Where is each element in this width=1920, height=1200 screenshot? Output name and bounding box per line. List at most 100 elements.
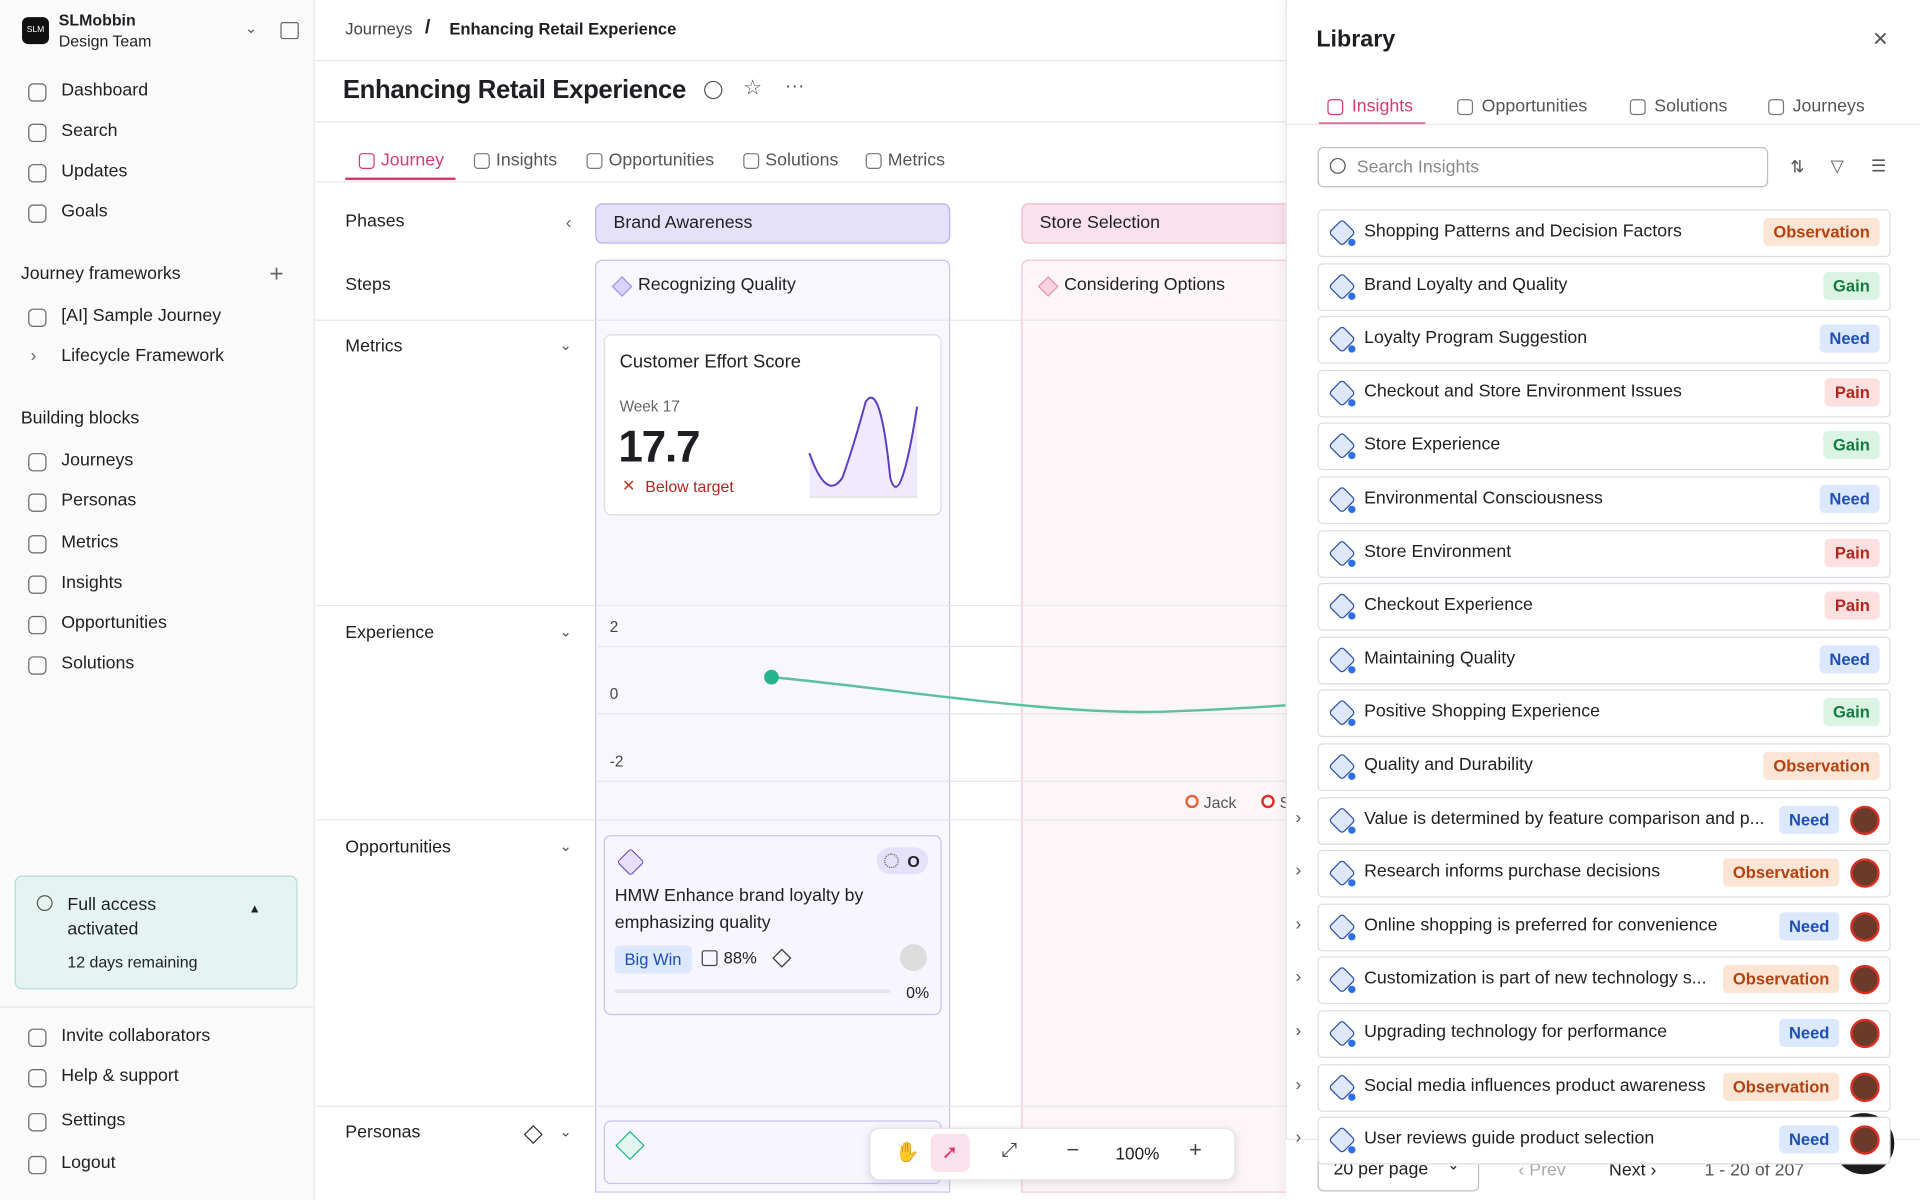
row-label: Metrics [345,336,403,357]
add-framework[interactable]: + [269,260,284,288]
expand-row[interactable]: › [1295,1073,1302,1093]
tab[interactable]: Metrics [887,150,945,171]
expand-row[interactable]: › [1295,806,1302,827]
expand-row[interactable]: › [1295,966,1302,987]
insight-row[interactable] [1317,583,1891,631]
insight-title: Upgrading technology for performance [1364,1022,1668,1043]
fit-tool[interactable]: ⤢ [1001,1140,1018,1161]
phase-box[interactable] [1021,203,1306,244]
tab[interactable]: Opportunities [608,150,715,171]
block-item[interactable]: Solutions [61,653,135,674]
insight-row[interactable] [1317,369,1891,418]
icon [28,575,47,594]
row-divider [314,604,1286,607]
search-box[interactable] [1317,146,1769,188]
library-tab[interactable]: Journeys [1792,96,1865,117]
block-item[interactable]: Metrics [61,532,119,553]
expand-row[interactable]: › [1295,1020,1302,1040]
library-tab[interactable]: Solutions [1654,96,1728,117]
access-toggle[interactable]: ▲ [248,902,261,916]
avatar [1850,965,1880,995]
footer-item[interactable]: Help & support [61,1066,179,1087]
insight-row[interactable] [1317,903,1891,952]
block-item[interactable]: Personas [61,491,137,511]
library-tab[interactable]: Opportunities [1481,96,1588,117]
insight-row[interactable] [1317,956,1891,1005]
insight-title: Customization is part of new technology … [1364,969,1707,989]
phase-label: Store Selection [1039,213,1161,233]
insight-row[interactable] [1317,689,1891,738]
expand-row[interactable]: › [1295,1126,1302,1147]
filter-button[interactable]: ▽ [1830,155,1844,176]
insight-row[interactable] [1317,636,1891,685]
nav-item[interactable]: Dashboard [61,80,149,101]
pagination-range: 1 - 20 of 207 [1704,1160,1805,1181]
hand-tool[interactable]: ✋ [895,1142,920,1164]
row-toggle[interactable]: ⌄ [559,837,572,855]
footer-item[interactable]: Settings [61,1110,126,1131]
close-library[interactable]: ✕ [1872,29,1889,51]
insight-title: Online shopping is preferred for conveni… [1364,915,1718,936]
zoom-level: 100% [1115,1143,1160,1164]
expand-row[interactable]: › [1295,913,1302,933]
tab-indicator [345,177,456,181]
insight-dot [1348,826,1356,834]
block-item[interactable]: Journeys [61,450,134,471]
expand-row[interactable]: › [1295,859,1302,880]
tab[interactable]: Journey [380,150,444,171]
nav-item[interactable]: Search [61,121,118,141]
phase-label: Brand Awareness [613,213,753,233]
insight-row[interactable] [1317,1010,1891,1058]
more-button[interactable]: ··· [784,75,805,97]
insight-row[interactable] [1317,316,1891,364]
tab[interactable]: Solutions [765,150,839,171]
tab[interactable]: Insights [495,150,558,171]
info-button[interactable] [704,80,723,100]
prev-button[interactable]: ‹ Prev [1518,1160,1566,1181]
zoom-in[interactable]: + [1188,1137,1202,1163]
insight-type: Pain [1825,591,1880,620]
footer-item[interactable]: Invite collaborators [61,1026,211,1046]
insight-dot [1348,238,1356,247]
collapse-phases[interactable]: ‹ [565,211,572,232]
select-tool[interactable] [930,1133,970,1172]
block-item[interactable]: Opportunities [61,613,167,634]
experience-point[interactable] [764,669,779,685]
collapse-sidebar[interactable] [280,22,299,40]
nav-item[interactable]: Goals [61,202,108,222]
framework-item[interactable]: Lifecycle Framework [61,346,225,367]
row-toggle[interactable]: ⌄ [559,1122,572,1141]
insight-type: Need [1779,1125,1840,1154]
workspace-name[interactable]: SLMobbin [58,11,136,30]
insight-type: Pain [1825,538,1880,567]
row-toggle[interactable]: ⌄ [559,336,572,354]
experience-chart: 2 0 -2 [595,619,1286,782]
icon [28,308,47,327]
library-tab[interactable]: Insights [1351,96,1414,117]
nav-item[interactable]: Updates [61,161,128,182]
star-button[interactable]: ☆ [743,75,762,100]
next-button[interactable]: Next › [1608,1160,1657,1181]
row-toggle[interactable]: ⌄ [559,623,572,641]
framework-item[interactable]: [AI] Sample Journey [61,306,222,326]
icon [28,83,47,102]
icon [28,1068,47,1088]
next-label: Next [1608,1160,1646,1181]
access-title: Full access activated [67,895,157,940]
icon [28,453,47,472]
block-item[interactable]: Insights [61,573,123,593]
footer-item[interactable]: Logout [61,1153,116,1174]
insight-row[interactable] [1317,529,1891,578]
breadcrumb-parent[interactable]: Journeys [345,19,413,38]
insight-row[interactable] [1317,262,1891,311]
workspace-chevron[interactable]: ⌄ [244,19,258,37]
insight-title: Environmental Consciousness [1364,488,1603,509]
phase-box[interactable] [595,203,951,244]
settings-button[interactable]: ☰ [1871,155,1887,176]
chevron[interactable]: › [30,345,37,365]
insight-row[interactable] [1317,476,1891,525]
insight-row[interactable] [1317,422,1891,471]
sort-button[interactable]: ⇅ [1790,156,1805,177]
insight-dot [1348,772,1356,781]
zoom-out[interactable]: − [1066,1137,1080,1163]
